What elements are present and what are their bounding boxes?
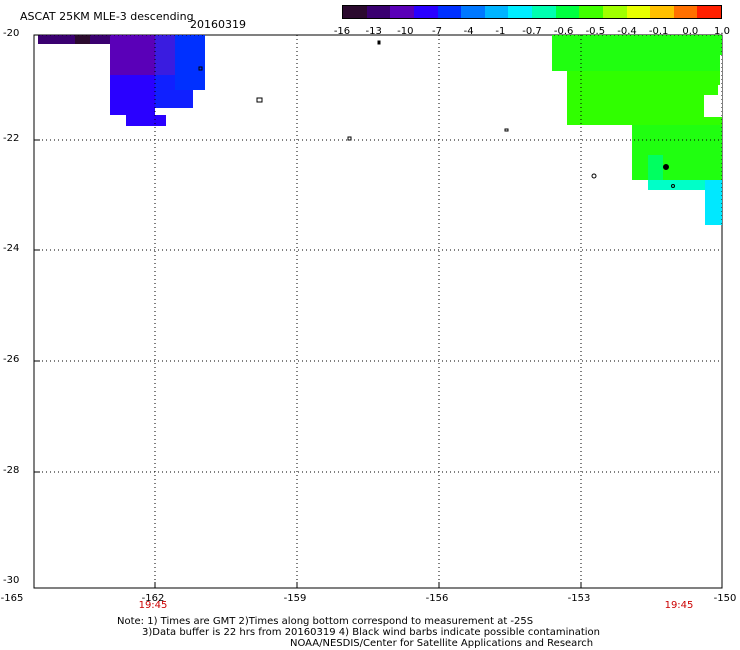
map-date: 20160319: [190, 18, 246, 31]
lat-label: -22: [3, 133, 20, 144]
pass-time-label: 19:45: [138, 600, 168, 611]
lon-label: -165: [0, 593, 24, 604]
note-line-1: Note: 1) Times are GMT 2)Times along bot…: [117, 616, 534, 627]
islands: [198, 40, 675, 188]
color-scale-label: -7: [432, 26, 442, 37]
color-swatch: [484, 6, 509, 18]
lon-label: -162: [141, 593, 165, 604]
color-swatch: [461, 6, 485, 18]
lat-label: -28: [3, 465, 20, 476]
color-scale-label: 1.0: [714, 26, 730, 37]
color-swatch: [343, 6, 367, 18]
color-swatch: [366, 6, 391, 18]
color-swatch: [626, 6, 651, 18]
lat-lon-grid: [33, 34, 723, 589]
lat-label: -24: [3, 243, 20, 254]
color-swatch: [437, 6, 462, 18]
color-scale-label: -0.5: [585, 26, 606, 37]
color-scale-label: -0.1: [648, 26, 669, 37]
color-swatch: [697, 6, 721, 18]
color-scale-label: -1: [495, 26, 506, 37]
lat-label: -30: [3, 575, 20, 586]
color-scale-labels: -16 -13 -10 -7 -4 -1 -0.7 -0.6 -0.5 -0.4 -0.1 0.0 1.…: [334, 26, 730, 38]
color-scale-label: -16: [333, 26, 351, 37]
note-line-2: 3)Data buffer is 22 hrs from 20160319 4)…: [142, 627, 600, 638]
color-swatch: [555, 6, 580, 18]
color-scale-label: -0.6: [553, 26, 574, 37]
color-scale-label: -10: [397, 26, 414, 37]
color-swatch: [413, 6, 438, 18]
wind-data-green-region: [552, 35, 722, 225]
color-swatch: [650, 6, 674, 18]
color-scale-label: -13: [365, 26, 382, 37]
color-swatch: [390, 6, 414, 18]
pass-time-label: 19:45: [664, 600, 694, 611]
map-title: ASCAT 25KM MLE-3 descending: [20, 10, 194, 23]
color-scale-bar: [342, 5, 722, 19]
color-swatch: [602, 6, 627, 18]
color-swatch: [579, 6, 603, 18]
wind-data-purple-region: [38, 35, 205, 126]
lon-label: -153: [567, 593, 591, 604]
color-swatch: [532, 6, 556, 18]
color-scale-label: -4: [463, 26, 474, 37]
color-scale-label: 0.0: [682, 26, 699, 37]
color-swatch: [673, 6, 698, 18]
lat-label: -26: [3, 354, 20, 365]
lat-label: -20: [3, 28, 20, 39]
color-swatch: [508, 6, 532, 18]
lon-label: -156: [425, 593, 449, 604]
lon-label: -150: [713, 593, 737, 604]
color-scale-label: -0.7: [522, 26, 542, 37]
color-scale-label: -0.4: [617, 26, 637, 37]
note-line-3: NOAA/NESDIS/Center for Satellite Applica…: [290, 638, 594, 649]
lon-label: -159: [283, 593, 307, 604]
